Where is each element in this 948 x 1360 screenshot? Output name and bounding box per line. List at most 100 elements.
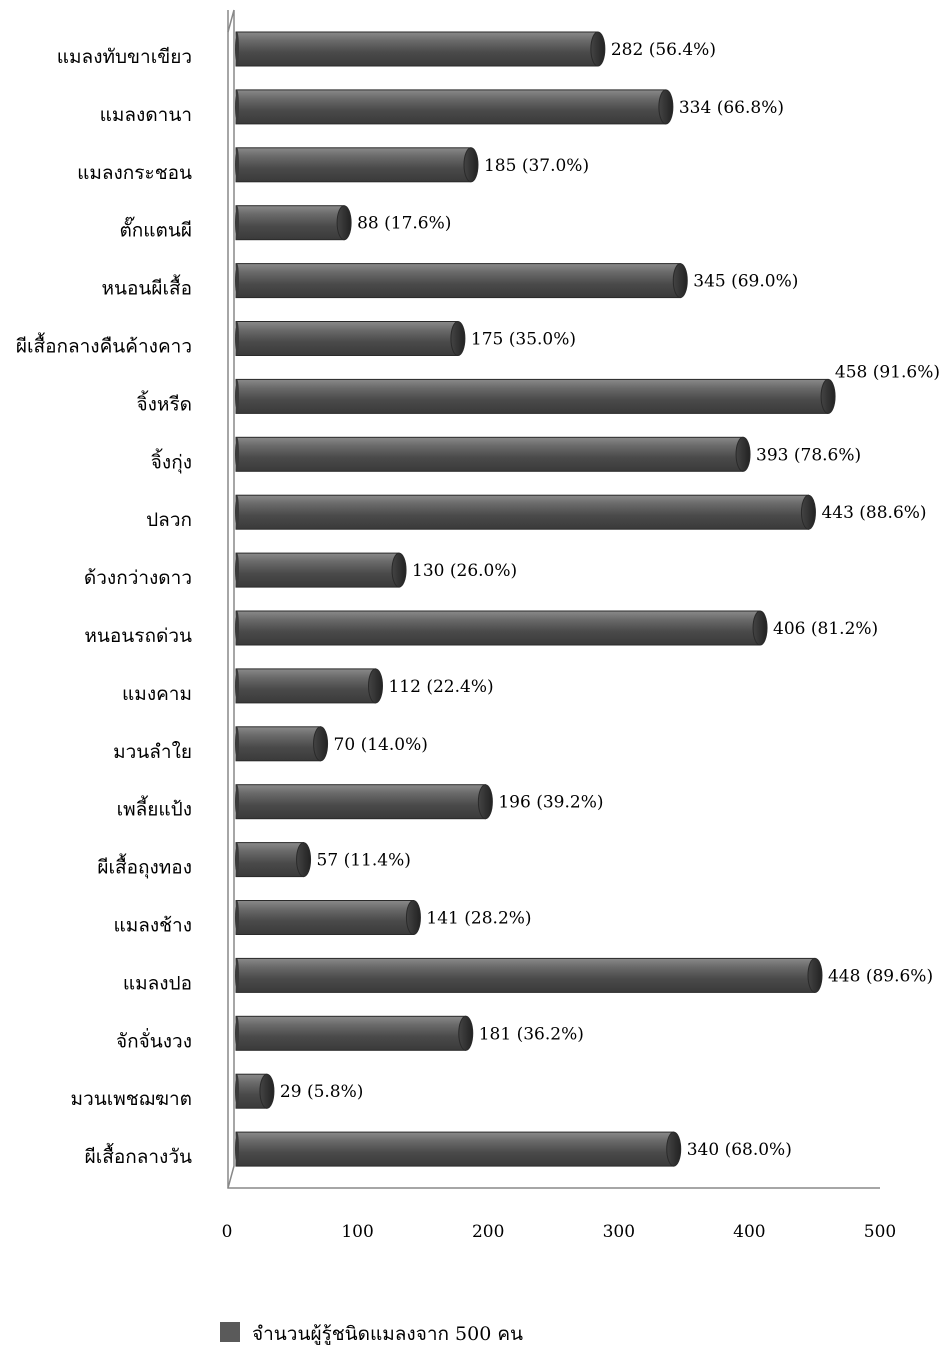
bar [235, 784, 493, 820]
value-label: 443 (88.6%) [821, 503, 926, 523]
bar-body [235, 436, 744, 472]
category-label: ปลวก [146, 509, 192, 531]
bar-body [235, 494, 809, 530]
bar-cap [477, 784, 493, 820]
category-label: หนอนรถด่วน [84, 625, 192, 647]
bar-cap [259, 1073, 275, 1109]
value-label: 458 (91.6%) [835, 362, 940, 382]
bar-body [235, 726, 322, 762]
bar-base [235, 495, 239, 530]
bar-cap [658, 89, 674, 125]
bar-base [235, 553, 239, 588]
value-label: 185 (37.0%) [484, 156, 589, 176]
value-label: 175 (35.0%) [471, 330, 576, 350]
bar-cap [391, 552, 407, 588]
bar [235, 263, 688, 299]
value-label: 130 (26.0%) [412, 561, 517, 581]
bar-cap [296, 842, 312, 878]
value-labels: 282 (56.4%) 334 (66.8%) 185 (37.0%) 88 (17.… [280, 40, 940, 1160]
bar-base [235, 1132, 239, 1167]
category-label: มวนเพชฌฆาต [71, 1088, 192, 1110]
bar [235, 726, 329, 762]
bar-body [235, 610, 761, 646]
bar-base [235, 321, 239, 356]
chart-frame [227, 9, 880, 1189]
bar [235, 147, 479, 183]
bar-base [235, 263, 239, 298]
x-tick-label: 300 [603, 1222, 635, 1242]
bar-cap [752, 610, 768, 646]
value-label: 70 (14.0%) [334, 735, 428, 755]
category-label: แมลงทับขาเขียว [57, 46, 192, 68]
category-label: แมลงปอ [123, 972, 192, 994]
bar [235, 1073, 275, 1109]
bar-cap [820, 378, 836, 414]
bar-cap [735, 436, 751, 472]
bar [235, 89, 674, 125]
category-label: แมลงช้าง [113, 915, 192, 937]
category-label: แมลงดานา [100, 104, 192, 126]
category-label: ผีเสื้อถุงทอง [97, 854, 192, 880]
category-label: จักจั่นงวง [116, 1027, 192, 1052]
value-label: 196 (39.2%) [498, 793, 603, 813]
bar-base [235, 32, 239, 66]
x-axis-line [227, 10, 880, 1189]
x-tick-label: 0 [222, 1222, 233, 1242]
value-label: 406 (81.2%) [773, 619, 878, 639]
bar [235, 957, 823, 993]
bar-body [235, 1015, 467, 1051]
bar-body [235, 147, 472, 183]
bar [235, 552, 407, 588]
bar-cap [450, 321, 466, 356]
value-label: 88 (17.6%) [357, 214, 451, 234]
bar-base [235, 611, 239, 645]
bar-cap [313, 726, 329, 762]
bar-body [235, 900, 414, 935]
value-label: 282 (56.4%) [611, 40, 716, 60]
bar-body [235, 31, 599, 67]
bar-body [235, 668, 376, 704]
bar-cap [672, 263, 688, 299]
category-label: แมงคาม [122, 683, 192, 705]
bar [235, 1131, 682, 1167]
value-label: 112 (22.4%) [388, 677, 493, 697]
value-label: 345 (69.0%) [693, 272, 798, 292]
x-tick-label: 200 [472, 1222, 504, 1242]
bar [235, 378, 836, 414]
bar-cap [336, 205, 352, 241]
bar [235, 842, 312, 878]
bar-body [235, 957, 816, 993]
bar-cap [666, 1131, 682, 1167]
bar-cap [458, 1015, 474, 1051]
bars-group [235, 31, 836, 1167]
bar [235, 668, 383, 704]
bar-cap [800, 494, 816, 530]
bar-base [235, 1016, 239, 1051]
bar-body [235, 378, 829, 414]
category-label: ตั๊กแตนผี [119, 217, 192, 242]
bar [235, 1015, 474, 1051]
value-label: 57 (11.4%) [317, 851, 411, 871]
bar-base [235, 668, 239, 703]
bar-body [235, 89, 667, 125]
bar-cap [807, 957, 823, 993]
bar-base [235, 784, 239, 819]
bar [235, 205, 352, 241]
legend-swatch [220, 1322, 240, 1342]
bar [235, 610, 768, 646]
bar-body [235, 205, 345, 241]
bar [235, 321, 466, 356]
category-label: ผีเสื้อกลางวัน [85, 1143, 192, 1168]
bar [235, 494, 816, 530]
bar-body [235, 1131, 675, 1167]
bar-base [235, 900, 239, 935]
bar-base [235, 89, 239, 124]
category-label: มวนลำใย [113, 741, 192, 763]
value-label: 334 (66.8%) [679, 98, 784, 118]
bar-cap [405, 900, 421, 935]
bar-base [235, 147, 239, 182]
bar-base [235, 205, 239, 240]
category-label: แมลงกระชอน [77, 162, 192, 184]
bar-body [235, 842, 305, 878]
category-label: หนอนผีเสื้อ [101, 275, 192, 300]
